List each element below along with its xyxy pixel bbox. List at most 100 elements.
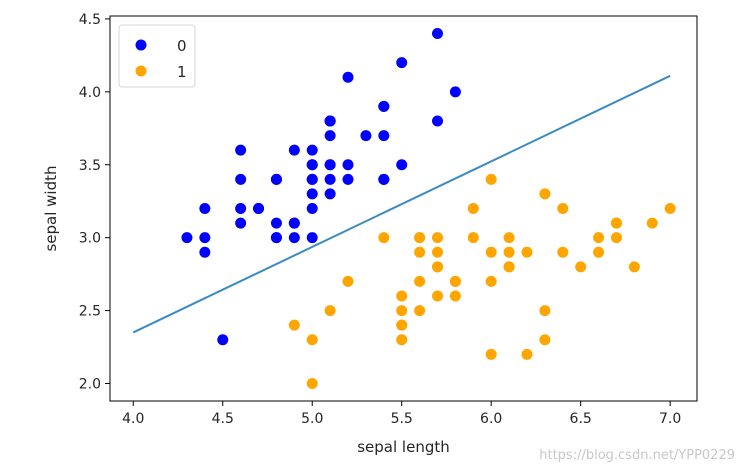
series-0-point (306, 173, 318, 185)
series-0-point (432, 115, 444, 127)
y-tick-label: 4.0 (79, 85, 101, 101)
series-1-point (306, 334, 318, 346)
series-0-point (235, 203, 247, 214)
series-0-point (396, 159, 408, 171)
series-1-point (557, 203, 569, 214)
series-0-point (360, 130, 372, 142)
series-1-point (539, 334, 551, 346)
series-1-point (610, 217, 622, 229)
series-1-point (414, 305, 426, 317)
series-0-point (342, 159, 354, 171)
x-tick-label: 5.0 (301, 411, 323, 427)
y-tick-label: 4.5 (79, 12, 101, 28)
x-tick-label: 5.5 (391, 411, 413, 427)
watermark-text: https://blog.csdn.net/YPP0229 (539, 448, 735, 463)
series-0-point (288, 217, 300, 229)
series-0-point (306, 159, 318, 171)
series-0-point (306, 144, 318, 156)
decision-boundary-line (132, 74, 671, 334)
series-1-point (628, 261, 640, 273)
x-tick-label: 7.0 (659, 411, 681, 427)
series-0-point (378, 130, 390, 142)
series-1-point (503, 246, 515, 258)
legend-marker-1 (135, 65, 147, 77)
series-1-point (306, 378, 318, 389)
y-tick-label: 3.5 (79, 158, 101, 174)
series-0-point (432, 28, 444, 39)
series-1-point (485, 275, 497, 287)
series-0-point (378, 173, 390, 185)
y-tick-label: 3.0 (79, 231, 101, 247)
series-1-point (539, 188, 551, 200)
series-1-point (432, 246, 444, 258)
series-1-point (396, 319, 408, 331)
series-1-point (593, 232, 605, 244)
series-1-point (610, 232, 622, 244)
series-1-point (646, 217, 658, 229)
series-1-point (432, 261, 444, 273)
y-axis-label: sepal width (42, 165, 60, 251)
x-tick-label: 6.5 (570, 411, 592, 427)
series-0-point (324, 173, 336, 185)
series-1-point (378, 232, 390, 244)
series-1-point (449, 290, 461, 302)
series-0-point (306, 232, 318, 244)
series-1-point (414, 232, 426, 244)
series-1-point (396, 334, 408, 346)
series-1-point (664, 203, 676, 214)
series-1-point (432, 232, 444, 244)
series-1-point (521, 348, 533, 360)
legend-label-0: 0 (177, 37, 187, 55)
legend-label-1: 1 (177, 63, 187, 81)
series-1-point (449, 275, 461, 287)
x-axis-label: sepal length (357, 438, 450, 456)
series-0-point (199, 232, 211, 244)
series-1-point (288, 319, 300, 331)
y-tick-label: 2.5 (79, 304, 101, 320)
series-0-point (235, 144, 247, 156)
series-0-point (449, 86, 461, 98)
series-0-point (306, 188, 318, 200)
series-0-point (378, 100, 390, 112)
series-0-point (270, 232, 282, 244)
series-1-point (414, 275, 426, 287)
series-1-point (575, 261, 587, 273)
series-0-point (288, 144, 300, 156)
series-0-point (235, 173, 247, 185)
series-0-point (253, 203, 265, 214)
series-0-point (288, 232, 300, 244)
series-0-point (199, 246, 211, 258)
series-0-point (306, 203, 318, 214)
series-0-point (396, 57, 408, 69)
series-1-point (414, 246, 426, 258)
x-tick-label: 4.0 (122, 411, 144, 427)
series-0-point (342, 71, 354, 83)
x-tick-label: 4.5 (212, 411, 234, 427)
series-0-point (324, 188, 336, 200)
series-1-point (557, 246, 569, 258)
series-0-point (342, 173, 354, 185)
series-0-point (324, 159, 336, 171)
series-0-point (324, 115, 336, 127)
series-0-point (235, 217, 247, 229)
series-1-point (485, 348, 497, 360)
series-1-point (467, 232, 479, 244)
series-1-point (396, 290, 408, 302)
series-0-point (181, 232, 193, 244)
series-1-point (503, 232, 515, 244)
x-tick-label: 6.0 (480, 411, 502, 427)
series-0-point (324, 130, 336, 142)
series-1-point (467, 203, 479, 214)
series-1-point (432, 290, 444, 302)
series-1-point (324, 305, 336, 317)
series-1-point (521, 246, 533, 258)
series-1-point (539, 305, 551, 317)
legend-marker-0 (135, 39, 147, 51)
series-1-point (485, 173, 497, 185)
series-0-point (270, 173, 282, 185)
series-1-point (593, 246, 605, 258)
y-tick-label: 2.0 (79, 377, 101, 393)
series-0-point (217, 334, 229, 346)
series-1-point (396, 305, 408, 317)
